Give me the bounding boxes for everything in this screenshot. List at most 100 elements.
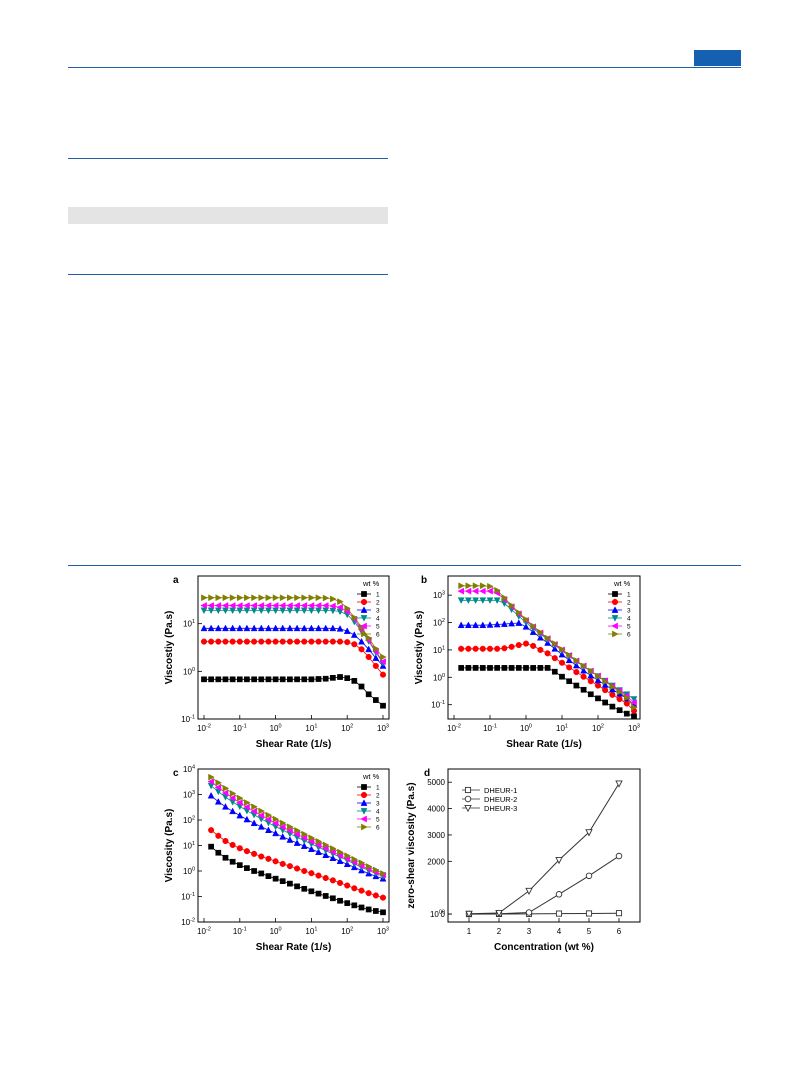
data-point xyxy=(479,645,486,652)
legend-label: 5 xyxy=(627,624,631,631)
plot-frame xyxy=(447,575,641,720)
data-point xyxy=(236,862,243,868)
data-point xyxy=(329,854,337,861)
legend-label: 6 xyxy=(376,825,380,832)
data-point xyxy=(200,602,207,609)
data-point xyxy=(585,910,593,917)
data-point xyxy=(315,594,323,602)
y-tick-label: 102 xyxy=(183,816,195,826)
data-point xyxy=(379,671,387,678)
data-point xyxy=(595,672,602,680)
y-tick-label: 101 xyxy=(183,841,195,851)
data-point xyxy=(301,867,308,875)
data-point xyxy=(301,676,308,683)
data-point xyxy=(515,665,522,671)
data-point xyxy=(243,624,251,632)
data-point xyxy=(229,638,236,645)
data-point xyxy=(251,868,257,874)
data-point xyxy=(544,665,551,671)
data-point xyxy=(300,624,308,632)
data-point xyxy=(616,688,624,696)
data-point xyxy=(294,883,300,890)
data-point xyxy=(555,910,563,917)
data-point xyxy=(372,645,380,653)
data-point xyxy=(573,669,580,676)
data-point xyxy=(494,586,501,594)
data-point xyxy=(215,638,222,645)
data-point xyxy=(236,676,243,683)
data-point xyxy=(330,845,337,852)
data-point xyxy=(315,837,323,845)
data-point xyxy=(457,621,465,629)
table-shaded-row xyxy=(68,207,388,224)
data-point xyxy=(265,855,272,862)
table-bottom-rule xyxy=(68,274,388,275)
data-point xyxy=(243,638,250,645)
data-point xyxy=(361,591,367,597)
y-tick-label: 2000 xyxy=(427,857,445,866)
data-point xyxy=(315,890,322,897)
data-point xyxy=(559,673,565,680)
data-point xyxy=(615,910,623,917)
plot-frame xyxy=(197,575,390,720)
data-point xyxy=(616,696,623,703)
data-point xyxy=(365,890,372,897)
table-top-rule xyxy=(68,158,388,159)
data-point xyxy=(515,609,523,617)
data-point xyxy=(372,866,380,874)
legend-label: DHEUR-1 xyxy=(484,786,517,795)
data-point xyxy=(279,860,286,867)
data-point xyxy=(612,630,619,638)
series-line-6 xyxy=(461,585,635,708)
x-tick-label: 103 xyxy=(377,724,389,734)
data-point xyxy=(279,676,286,683)
data-point xyxy=(530,642,537,649)
data-point xyxy=(479,621,487,629)
data-point xyxy=(222,803,229,810)
data-point xyxy=(530,665,537,671)
data-point xyxy=(486,587,493,595)
data-point xyxy=(244,676,250,683)
series-line-6 xyxy=(204,597,384,658)
panel-label: b xyxy=(421,575,427,586)
data-point xyxy=(611,606,619,613)
data-point xyxy=(612,591,618,597)
y-tick-label: 3000 xyxy=(427,831,445,840)
data-point xyxy=(472,665,479,671)
data-point xyxy=(508,619,516,627)
data-point xyxy=(457,597,465,605)
data-point xyxy=(358,904,365,911)
data-point xyxy=(287,594,294,602)
legend-label: DHEUR-3 xyxy=(484,804,517,813)
legend-title: wt % xyxy=(362,772,380,781)
data-point xyxy=(329,602,336,610)
data-point xyxy=(551,655,558,662)
data-point xyxy=(358,683,365,690)
data-point xyxy=(587,667,595,675)
data-point xyxy=(258,870,265,877)
data-point xyxy=(372,892,379,899)
data-point xyxy=(286,607,294,615)
data-point xyxy=(272,815,280,823)
data-point xyxy=(215,849,222,856)
data-point xyxy=(308,638,315,645)
x-tick-label: 101 xyxy=(556,724,568,734)
x-axis-label: Shear Rate (1/s) xyxy=(256,942,332,953)
data-point xyxy=(221,602,229,609)
data-point xyxy=(493,620,501,628)
data-point xyxy=(236,638,243,645)
data-point xyxy=(322,874,329,882)
data-point xyxy=(486,597,494,605)
legend-label: 3 xyxy=(627,608,631,615)
data-point xyxy=(265,624,272,632)
y-tick-label: 10-2 xyxy=(181,918,195,928)
data-point xyxy=(236,602,243,609)
data-point xyxy=(623,710,630,717)
data-point xyxy=(286,827,293,835)
x-tick-label: 10-2 xyxy=(197,927,211,937)
x-tick-label: 101 xyxy=(305,724,317,734)
y-tick-label: 10-1 xyxy=(431,700,445,710)
data-point xyxy=(351,855,359,863)
x-tick-label: 5 xyxy=(587,927,592,936)
